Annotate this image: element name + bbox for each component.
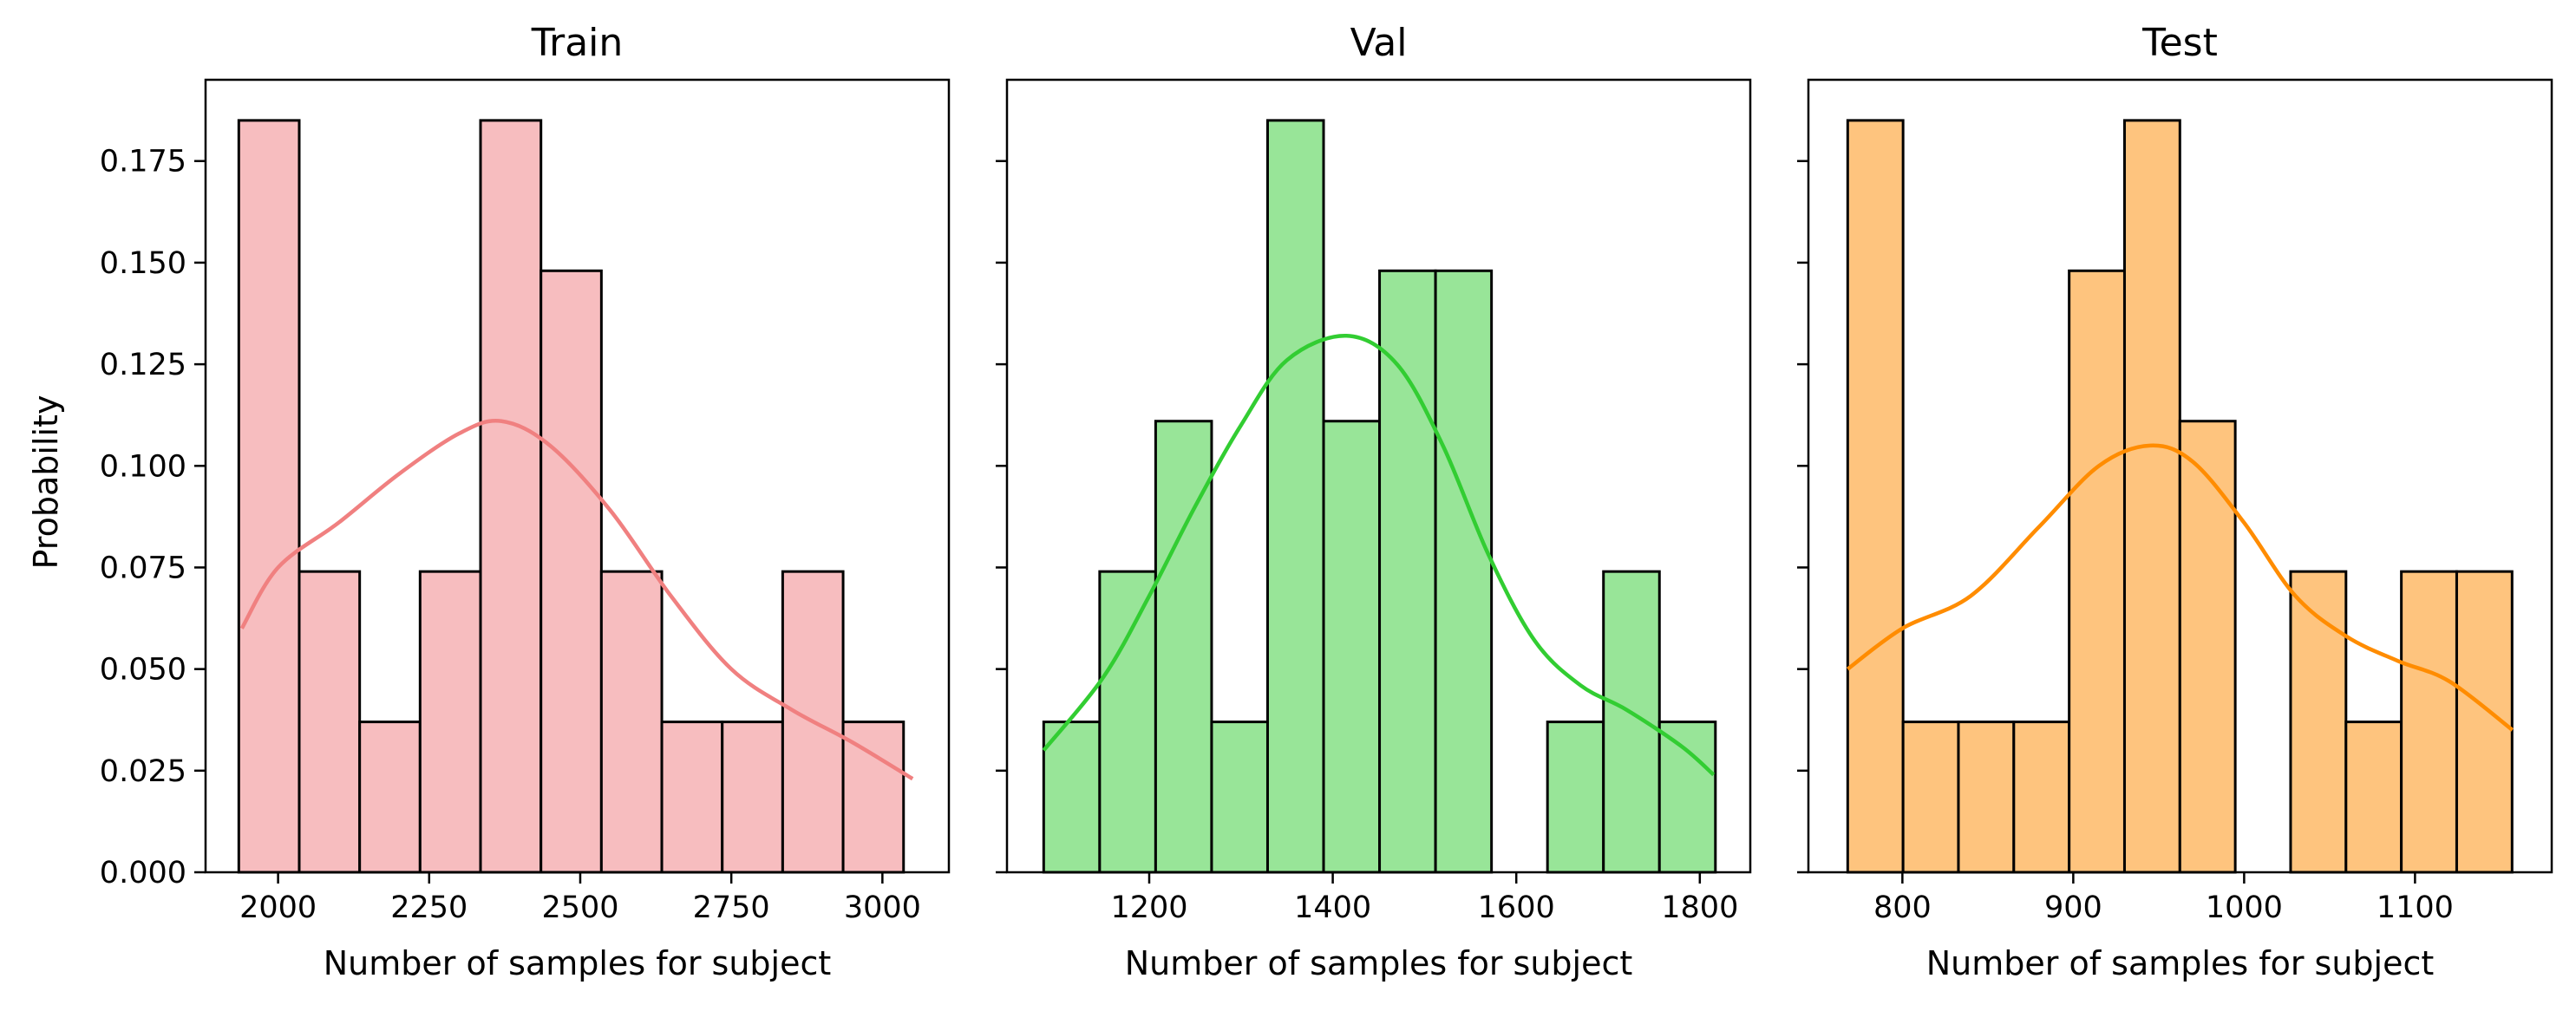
histogram-bar [1957, 721, 2016, 874]
x-tick-label: 1200 [1110, 890, 1187, 925]
histogram-bar [1546, 721, 1605, 874]
histogram-bar [1098, 570, 1157, 874]
panel-val: 1200 1400 1600 1800 Val Number of samples for… [996, 21, 1752, 982]
histogram-bar [1657, 721, 1717, 874]
x-tick-label: 800 [1873, 890, 1932, 925]
x-tick-label: 1400 [1294, 890, 1371, 925]
histogram-bar [1434, 269, 1494, 874]
histogram-bar [1322, 420, 1382, 874]
x-tick-label: 2000 [239, 890, 317, 925]
x-tick-label: 3000 [844, 890, 921, 925]
x-tick-label: 2500 [541, 890, 618, 925]
x-tick-label: 1600 [1478, 890, 1555, 925]
histogram-bar [237, 119, 301, 874]
histogram-bar [358, 721, 422, 874]
histogram-bar [1042, 721, 1102, 874]
kde-line [239, 418, 914, 781]
histogram-bar [2122, 119, 2181, 874]
kde-line [1042, 334, 1716, 777]
panel-title: Test [2141, 21, 2218, 65]
y-tick-label: 0.125 [100, 348, 186, 382]
plot-frame [204, 78, 951, 874]
x-tick-label: 1000 [2206, 890, 2283, 925]
histogram-bar [1378, 269, 1437, 874]
histogram-bar [2178, 420, 2237, 874]
histogram-bar [539, 269, 603, 874]
x-tick-label: 2250 [390, 890, 467, 925]
x-tick-label: 1800 [1661, 890, 1738, 925]
y-tick-label: 0.075 [100, 551, 186, 585]
histogram-bar [1265, 119, 1325, 874]
plot-frame [1807, 78, 2553, 874]
histogram-bar [1210, 721, 1269, 874]
plot-frame [1005, 78, 1752, 874]
x-axis-label: Number of samples for subject [1926, 944, 2435, 982]
panel-test: 800 900 1000 1100 Test Number of samples for … [1797, 21, 2553, 982]
histogram-bar [418, 570, 482, 874]
histogram-bar [479, 119, 543, 874]
histogram-bar [2012, 721, 2071, 874]
x-axis-label: Number of samples for subject [1125, 944, 1633, 982]
histogram-bar [599, 570, 664, 874]
histogram-bar [2400, 570, 2458, 874]
y-axis-label: Probability [27, 395, 65, 570]
histogram-bar [721, 721, 784, 874]
y-tick-label: 0.100 [100, 449, 186, 484]
y-tick-label: 0.050 [100, 653, 186, 688]
x-tick-label: 900 [2044, 890, 2102, 925]
y-tick-label: 0.025 [100, 754, 186, 789]
kde-line [1846, 443, 2514, 732]
y-tick-label: 0.150 [100, 246, 186, 281]
panel-title: Val [1350, 21, 1408, 65]
y-tick-label: 0.000 [100, 856, 186, 890]
panel-title: Train [531, 21, 624, 65]
histogram-bar [297, 570, 362, 874]
histogram-bar [1846, 119, 1905, 874]
histogram-bar [2344, 721, 2403, 874]
histogram-bar [660, 721, 724, 874]
x-tick-label: 2750 [693, 890, 770, 925]
x-axis-label: Number of samples for subject [324, 944, 832, 982]
histogram-bar [1901, 721, 1960, 874]
histogram-bar [1602, 570, 1661, 874]
panels: 0.000 0.025 0.050 0.075 0.100 0.125 0.150 0.175… [100, 21, 2553, 982]
panel-train: 0.000 0.025 0.050 0.075 0.100 0.125 0.150 0.175… [100, 21, 951, 982]
y-tick-label: 0.175 [100, 145, 186, 179]
histogram-bar [2289, 570, 2348, 874]
histogram-bar [2068, 269, 2126, 874]
x-tick-label: 1100 [2377, 890, 2454, 925]
